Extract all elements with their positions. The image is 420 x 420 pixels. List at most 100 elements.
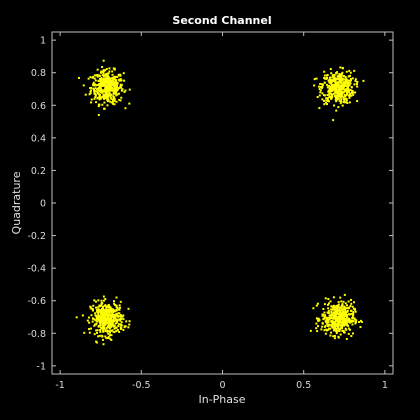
data-point-cluster-3 <box>107 306 110 309</box>
data-point-cluster-2 <box>335 84 338 87</box>
data-point-cluster-3 <box>94 323 96 326</box>
data-point-cluster-4 <box>347 300 350 303</box>
data-point-cluster-2 <box>333 73 336 76</box>
data-point-cluster-3 <box>75 316 78 319</box>
data-point-cluster-3 <box>109 334 112 337</box>
data-point-cluster-3 <box>113 309 116 312</box>
data-point-cluster-2 <box>323 74 326 77</box>
data-point-cluster-1 <box>115 82 118 85</box>
data-point-cluster-2 <box>342 96 345 99</box>
data-point-cluster-4 <box>337 323 340 326</box>
data-point-cluster-1 <box>94 93 97 96</box>
data-point-cluster-1 <box>102 81 105 84</box>
data-point-cluster-4 <box>353 307 356 310</box>
data-point-cluster-3 <box>114 322 117 325</box>
data-point-cluster-1 <box>92 87 95 90</box>
data-points <box>75 59 365 346</box>
data-point-cluster-2 <box>336 82 339 85</box>
data-point-cluster-2 <box>341 104 344 107</box>
data-point-cluster-3 <box>110 325 113 328</box>
data-point-cluster-1 <box>99 78 102 81</box>
data-point-cluster-4 <box>334 327 337 330</box>
data-point-cluster-1 <box>99 96 102 99</box>
data-point-cluster-3 <box>113 324 116 327</box>
data-point-cluster-3 <box>93 324 96 327</box>
data-point-cluster-1 <box>109 86 112 89</box>
data-point-cluster-2 <box>328 89 331 92</box>
data-point-cluster-2 <box>354 78 357 81</box>
data-point-cluster-1 <box>100 80 103 83</box>
data-point-cluster-2 <box>337 85 340 88</box>
data-point-cluster-1 <box>123 79 126 82</box>
data-point-cluster-4 <box>337 312 340 315</box>
data-point-cluster-1 <box>101 66 104 69</box>
data-point-cluster-2 <box>338 95 341 98</box>
data-point-cluster-1 <box>77 76 80 79</box>
data-point-cluster-2 <box>336 89 339 92</box>
data-point-cluster-1 <box>106 88 109 91</box>
data-point-cluster-2 <box>354 79 357 82</box>
data-point-cluster-3 <box>89 327 92 330</box>
data-point-cluster-2 <box>339 95 342 98</box>
data-point-cluster-2 <box>329 86 332 89</box>
data-point-cluster-4 <box>336 308 339 311</box>
y-tick-label: -0.8 <box>27 329 46 340</box>
y-tick-label: 1 <box>40 36 46 47</box>
data-point-cluster-3 <box>96 329 99 332</box>
data-point-cluster-3 <box>117 323 120 326</box>
data-point-cluster-4 <box>335 318 338 321</box>
data-point-cluster-4 <box>333 337 336 340</box>
data-point-cluster-3 <box>124 325 127 328</box>
data-point-cluster-4 <box>333 308 336 311</box>
data-point-cluster-2 <box>329 80 332 83</box>
data-point-cluster-2 <box>327 90 330 93</box>
data-point-cluster-2 <box>334 80 337 83</box>
data-point-cluster-3 <box>98 334 101 337</box>
data-point-cluster-2 <box>350 86 353 89</box>
y-tick-label: 0.6 <box>31 101 46 112</box>
data-point-cluster-1 <box>103 89 106 92</box>
data-point-cluster-1 <box>106 90 109 93</box>
data-point-cluster-1 <box>115 93 118 96</box>
data-point-cluster-2 <box>337 75 340 78</box>
data-point-cluster-1 <box>92 76 95 79</box>
data-point-cluster-3 <box>113 300 116 303</box>
data-point-cluster-2 <box>338 80 341 83</box>
data-point-cluster-1 <box>102 95 105 98</box>
data-point-cluster-4 <box>340 300 343 303</box>
data-point-cluster-4 <box>324 314 327 317</box>
data-point-cluster-2 <box>326 86 329 89</box>
data-point-cluster-4 <box>346 309 349 312</box>
data-point-cluster-3 <box>113 315 116 318</box>
data-point-cluster-2 <box>319 91 322 94</box>
data-point-cluster-1 <box>96 75 99 78</box>
data-point-cluster-4 <box>339 321 342 324</box>
data-point-cluster-1 <box>97 88 100 91</box>
data-point-cluster-4 <box>323 329 326 332</box>
data-point-cluster-2 <box>337 76 340 79</box>
data-point-cluster-2 <box>331 93 334 96</box>
data-point-cluster-4 <box>342 310 345 313</box>
data-point-cluster-2 <box>313 78 316 81</box>
data-point-cluster-4 <box>332 335 335 338</box>
data-point-cluster-3 <box>119 314 122 317</box>
data-point-cluster-1 <box>98 98 101 101</box>
data-point-cluster-3 <box>97 335 100 338</box>
data-point-cluster-4 <box>340 317 343 320</box>
data-point-cluster-1 <box>115 84 118 87</box>
data-point-cluster-4 <box>334 309 337 312</box>
data-point-cluster-3 <box>106 315 109 318</box>
data-point-cluster-3 <box>114 317 117 320</box>
data-point-cluster-4 <box>331 320 334 323</box>
data-point-cluster-1 <box>101 91 104 94</box>
data-point-cluster-2 <box>322 83 325 86</box>
data-point-cluster-4 <box>333 313 336 316</box>
data-point-cluster-2 <box>347 89 350 92</box>
data-point-cluster-1 <box>107 95 110 98</box>
data-point-cluster-2 <box>340 80 343 83</box>
data-point-cluster-4 <box>337 336 340 339</box>
data-point-cluster-2 <box>328 93 331 96</box>
data-point-cluster-3 <box>102 313 105 316</box>
data-point-cluster-1 <box>90 89 92 92</box>
data-point-cluster-4 <box>350 335 353 338</box>
